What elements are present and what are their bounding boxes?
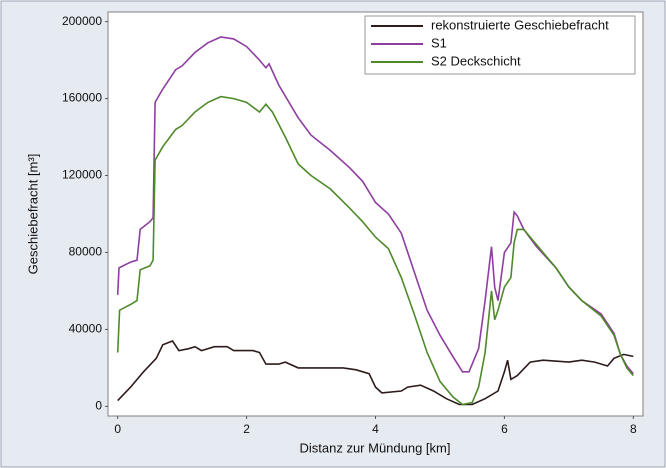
x-tick-label: 4 xyxy=(372,422,379,436)
y-axis-label: Geschiebefracht [m³] xyxy=(25,154,40,275)
y-tick-label: 80000 xyxy=(69,245,103,259)
x-tick-label: 8 xyxy=(630,422,637,436)
legend-label: rekonstruierte Geschiebefracht xyxy=(431,17,609,32)
x-axis-label: Distanz zur Mündung [km] xyxy=(299,440,450,455)
y-tick-label: 160000 xyxy=(62,91,102,105)
y-tick-label: 40000 xyxy=(69,322,103,336)
x-tick-label: 0 xyxy=(114,422,121,436)
y-tick-label: 0 xyxy=(95,399,102,413)
x-tick-label: 2 xyxy=(243,422,250,436)
x-tick-label: 6 xyxy=(501,422,508,436)
series-line xyxy=(116,95,634,406)
y-tick-label: 200000 xyxy=(62,14,102,28)
y-tick-label: 120000 xyxy=(62,168,102,182)
legend-label: S1 xyxy=(431,35,447,50)
legend-label: S2 Deckschicht xyxy=(431,53,521,68)
series-line xyxy=(117,340,634,406)
